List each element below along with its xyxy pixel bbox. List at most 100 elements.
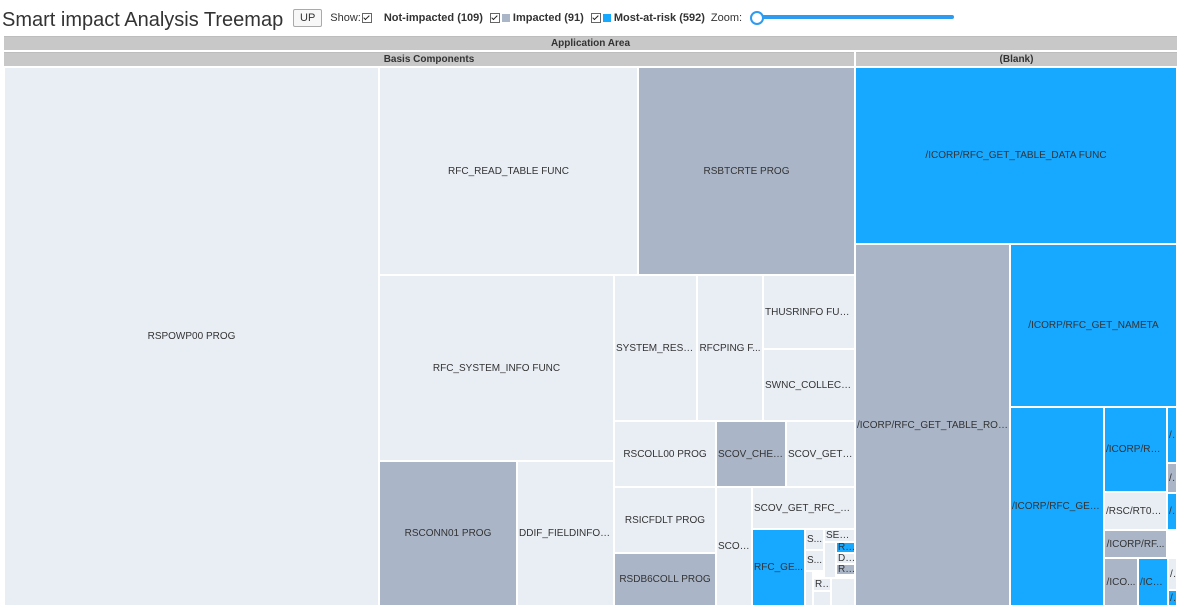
treemap-tile[interactable]: /ICORP/RFC_GET_TABLE_ROW... (855, 244, 1010, 606)
zoom-slider[interactable] (750, 11, 956, 25)
treemap-tile-label: /ICORP/RFC_GET_NAMETA (1028, 320, 1159, 331)
treemap-tile[interactable]: S... (805, 529, 824, 550)
treemap-tile-label: R... (838, 564, 854, 575)
treemap-tile[interactable]: RSCOLL00 PROG (614, 421, 716, 487)
zoom-slider-track (754, 15, 954, 19)
treemap-tile-label: SCOV_GET_... (788, 448, 854, 460)
treemap-tile-label: RSDB6COLL PROG (619, 574, 711, 585)
treemap-tile-label: /IC (1169, 506, 1176, 517)
group-header-basis-components[interactable]: Basis Components (4, 52, 854, 66)
treemap-tile-label: RSCONN01 PROG (404, 528, 492, 539)
group-header-blank[interactable]: (Blank) (856, 52, 1177, 66)
treemap-tile-label: RFC_READ_TABLE FUNC (448, 165, 569, 177)
treemap-tile[interactable]: SYSTEM_RESE... (614, 275, 697, 421)
treemap-tile[interactable] (813, 591, 831, 606)
treemap-tile[interactable]: RSICFDLT PROG (614, 487, 716, 553)
treemap-tile[interactable]: SCOV_CHEC... (716, 421, 786, 487)
treemap-tile[interactable]: RFC_GE... (752, 529, 805, 606)
treemap-tile-label: /IC (1169, 429, 1176, 441)
treemap-tile-label: /ICORP/RFC_GET_TABLE_ROW... (857, 419, 1009, 431)
treemap-tile[interactable]: RFC_SYSTEM_INFO FUNC (379, 275, 614, 461)
treemap-tile-label: D... (838, 553, 854, 564)
treemap-tile-label: THUSRINFO FUNC (765, 306, 854, 318)
treemap-tile[interactable]: RSBTCRTE PROG (638, 67, 855, 275)
treemap-tile[interactable]: DDIF_FIELDINFO_... (517, 461, 614, 606)
treemap-tile[interactable]: SCOV_GET_... (786, 421, 855, 487)
toolbar: UP Show: Not-impacted (109) Impacted (91… (293, 8, 742, 28)
treemap-tile-label: RSICFDLT PROG (624, 514, 706, 526)
treemap-tile[interactable]: S... (805, 550, 824, 571)
treemap-tile-label: /RSC/RT01... (1106, 505, 1166, 517)
treemap-tile-label: /ICORP/RF... (1106, 538, 1165, 550)
treemap-tile-label: RFC_GE... (754, 562, 803, 573)
treemap-tile-label: RSPOWP00 PROG (147, 331, 236, 342)
legend-not-impacted-label: Not-impacted (109) (383, 12, 483, 24)
treemap-tile[interactable]: /I (1168, 590, 1177, 606)
treemap-tile-label: RSBTCRTE PROG (703, 165, 790, 177)
treemap-tile-label: /... (1170, 568, 1176, 580)
treemap-tile-label: SCOV_GET_RFC_S... (754, 502, 854, 514)
treemap-tile[interactable]: /ICORP/RFC_GET_TABLE_DATA FUNC (855, 67, 1177, 244)
treemap-tile-label: DDIF_FIELDINFO_... (519, 528, 613, 539)
treemap-tile[interactable]: RSDB6COLL PROG (614, 553, 716, 606)
treemap-tile-label: SCOV_CHEC... (718, 448, 785, 460)
treemap-tile[interactable]: /ICORP/RFC_GET_NAMETA (1010, 244, 1177, 407)
treemap-tile-label: /ICORP/RFC_GET_TABLE_DATA FUNC (925, 150, 1107, 161)
treemap-tile[interactable]: /ICORP/RFC_GET... (1010, 407, 1104, 606)
treemap-tile-label: S... (807, 555, 823, 566)
up-button[interactable]: UP (293, 9, 323, 27)
show-label: Show: (330, 12, 361, 24)
treemap-tile[interactable]: SE1... (824, 529, 855, 542)
show-not-impacted-checkbox[interactable] (361, 13, 372, 23)
treemap-tile[interactable]: RSCONN01 PROG (379, 461, 517, 606)
zoom-slider-handle[interactable] (750, 11, 764, 25)
treemap-tile-label: /ICORP/RFC_GET... (1012, 501, 1103, 512)
treemap-tile-label: SE1... (826, 530, 854, 541)
treemap-tile[interactable]: RSPOWP00 PROG (4, 67, 379, 606)
treemap-tile-label: /IC (1169, 472, 1176, 484)
treemap-tile-label: S... (807, 534, 823, 545)
treemap-tile-label: /ICORP/RFC... (1106, 444, 1166, 455)
treemap-tile-label: RFC_SYSTEM_INFO FUNC (432, 362, 561, 374)
treemap-tile[interactable]: SWNC_COLLECT... (763, 349, 855, 421)
treemap-tile[interactable]: /ICO... (1104, 558, 1138, 606)
treemap-tile-label: R... (838, 542, 854, 553)
treemap-tile-label: SWNC_COLLECT... (765, 379, 854, 391)
treemap-tile-label: /ICO... (1106, 576, 1136, 588)
treemap-tile[interactable]: R... (836, 542, 855, 553)
treemap-tile[interactable]: RFCPING F... (697, 275, 763, 421)
treemap-tile[interactable]: /... (1168, 558, 1177, 590)
treemap-tile[interactable]: /ICORP/RFC... (1104, 407, 1167, 492)
legend-impacted-swatch (501, 14, 510, 22)
treemap-root-header[interactable]: Application Area (4, 36, 1177, 50)
treemap-tile[interactable]: R... (836, 564, 855, 575)
treemap-tile[interactable]: SCOV_GET_RFC_S... (752, 487, 855, 529)
treemap-tile[interactable] (831, 578, 855, 606)
treemap-tile[interactable]: /IC (1167, 407, 1177, 463)
treemap-tile-label: R... (815, 579, 830, 590)
treemap-tile-label: RFCPING F... (699, 342, 761, 354)
treemap-tile[interactable]: /ICO... (1138, 558, 1168, 606)
show-impacted-checkbox[interactable] (489, 13, 500, 23)
page-title: Smart impact Analysis Treemap (2, 9, 284, 31)
treemap-tile[interactable]: /ICORP/RF... (1104, 530, 1167, 558)
treemap-tile[interactable]: /RSC/RT01... (1104, 492, 1167, 530)
treemap-tile[interactable] (805, 571, 813, 606)
treemap-tile-label: SCOV... (718, 541, 751, 552)
treemap-tile[interactable] (824, 542, 836, 578)
legend-most-at-risk-swatch (602, 14, 611, 22)
treemap-tile[interactable]: SCOV... (716, 487, 752, 606)
legend-impacted-label: Impacted (91) (512, 12, 584, 24)
treemap-tile[interactable]: D... (836, 553, 855, 564)
treemap-tile-label: /I (1170, 592, 1176, 604)
treemap-tile[interactable]: /IC (1167, 463, 1177, 493)
legend-most-at-risk-label: Most-at-risk (592) (613, 12, 705, 24)
treemap-tile[interactable]: R... (813, 578, 831, 591)
treemap-tile[interactable]: RFC_READ_TABLE FUNC (379, 67, 638, 275)
treemap-tile-label: RSCOLL00 PROG (623, 448, 707, 460)
treemap-tile[interactable]: THUSRINFO FUNC (763, 275, 855, 349)
treemap-tile[interactable]: /IC (1167, 493, 1177, 530)
zoom-label: Zoom: (710, 12, 743, 24)
show-most-at-risk-checkbox[interactable] (590, 13, 601, 23)
treemap-tile-label: /ICO... (1140, 576, 1167, 588)
